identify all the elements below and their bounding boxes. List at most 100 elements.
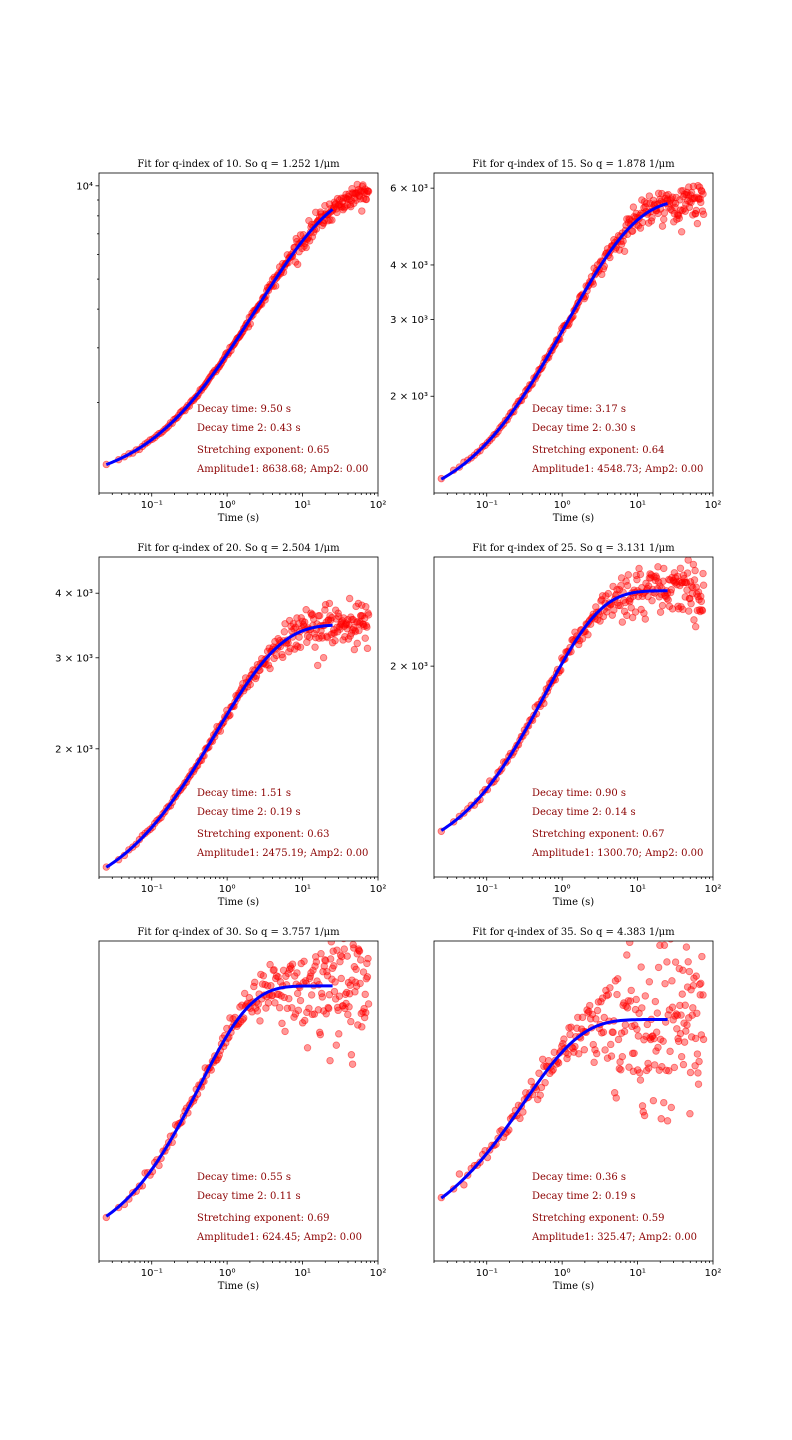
data-point <box>629 203 638 211</box>
data-point <box>695 1057 703 1066</box>
data-point <box>305 237 314 245</box>
fit-line <box>105 623 333 869</box>
data-point <box>658 222 667 230</box>
data-point <box>356 956 365 964</box>
data-point <box>664 596 672 604</box>
data-point <box>650 1061 659 1069</box>
data-point <box>256 1017 264 1025</box>
data-point <box>600 1013 608 1022</box>
data-point <box>637 605 645 614</box>
data-point <box>599 1028 608 1036</box>
data-point <box>270 966 278 974</box>
data-point <box>313 977 321 985</box>
data-point <box>692 972 700 980</box>
data-point <box>287 964 295 972</box>
data-point <box>362 195 371 204</box>
data-point <box>694 1069 702 1077</box>
subplot-2: Fit for q-index of 15. So q = 1.878 1/μm… <box>390 159 721 524</box>
data-point <box>668 977 676 985</box>
data-point <box>264 661 273 669</box>
data-point <box>641 615 649 623</box>
data-point <box>606 984 614 992</box>
data-point <box>697 198 705 207</box>
x-tick-label: 10⁻¹ <box>476 884 498 895</box>
data-point <box>278 1019 286 1028</box>
subplot-title: Fit for q-index of 20. So q = 2.504 1/μm <box>137 543 340 554</box>
data-point <box>318 634 327 642</box>
data-point <box>676 564 685 572</box>
x-axis-label: Time (s) <box>218 1281 259 1292</box>
data-point <box>347 1017 355 1026</box>
y-tick-label: 2 × 10³ <box>390 392 428 403</box>
data-point <box>331 978 339 986</box>
y-tick-label: 4 × 10³ <box>55 589 93 600</box>
data-point <box>334 1006 342 1015</box>
data-point <box>696 991 704 999</box>
data-point <box>677 228 686 236</box>
x-tick-label: 10² <box>705 884 722 895</box>
data-point <box>332 1041 341 1049</box>
data-point <box>627 986 635 995</box>
y-tick-label: 4 × 10³ <box>390 260 428 271</box>
data-point <box>663 958 671 966</box>
data-point <box>534 1095 542 1104</box>
data-point <box>276 978 285 986</box>
data-point <box>620 1027 629 1036</box>
data-point <box>563 1054 571 1063</box>
data-point <box>638 218 647 227</box>
subplot-title: Fit for q-index of 30. So q = 3.757 1/μm <box>137 927 340 938</box>
data-point <box>683 569 692 577</box>
data-point <box>364 954 372 963</box>
data-point <box>651 997 660 1006</box>
x-tick-label: 10⁰ <box>219 1268 236 1279</box>
data-point <box>598 994 607 1002</box>
data-point <box>362 1008 370 1017</box>
data-point <box>305 216 313 225</box>
data-point <box>620 247 629 256</box>
data-point <box>363 623 371 631</box>
data-point <box>677 1011 685 1019</box>
data-point <box>554 1059 563 1067</box>
subplot-3: Fit for q-index of 20. So q = 2.504 1/μm… <box>55 543 386 908</box>
data-point <box>356 979 364 988</box>
data-point <box>328 613 336 622</box>
data-point <box>364 187 373 196</box>
y-tick-label: 2 × 10³ <box>55 744 93 755</box>
data-point <box>633 1025 641 1033</box>
fit-annotation: Decay time: 1.51 s <box>197 788 291 799</box>
data-point <box>615 586 623 594</box>
data-point <box>689 981 698 990</box>
data-point <box>654 963 663 972</box>
data-point <box>591 1046 599 1054</box>
data-point <box>660 1098 668 1107</box>
data-point <box>648 213 656 222</box>
data-point <box>654 1043 662 1052</box>
data-point <box>680 1038 689 1046</box>
data-point <box>598 270 606 279</box>
data-point <box>288 960 297 968</box>
data-point <box>317 950 325 958</box>
data-point <box>316 1030 325 1039</box>
data-point <box>337 974 345 983</box>
data-point <box>536 1091 544 1099</box>
data-point <box>253 1007 262 1015</box>
x-tick-label: 10² <box>705 1268 722 1279</box>
data-point <box>682 943 691 951</box>
data-point <box>624 997 632 1005</box>
x-axis-label: Time (s) <box>218 513 259 524</box>
fit-annotation: Decay time: 9.50 s <box>197 404 291 415</box>
data-point <box>281 1027 289 1036</box>
data-point <box>607 1052 616 1060</box>
fit-annotation: Amplitude1: 4548.73; Amp2: 0.00 <box>531 464 703 475</box>
data-point <box>668 1003 677 1011</box>
data-point <box>293 969 301 977</box>
fit-annotation: Decay time 2: 0.19 s <box>532 1191 636 1202</box>
data-point <box>626 941 634 947</box>
x-tick-label: 10² <box>370 884 387 895</box>
data-point <box>590 1058 598 1067</box>
axes-frame <box>98 556 379 878</box>
data-point <box>666 588 675 597</box>
data-point <box>348 1060 357 1068</box>
data-point <box>340 945 348 953</box>
data-point <box>321 606 329 614</box>
